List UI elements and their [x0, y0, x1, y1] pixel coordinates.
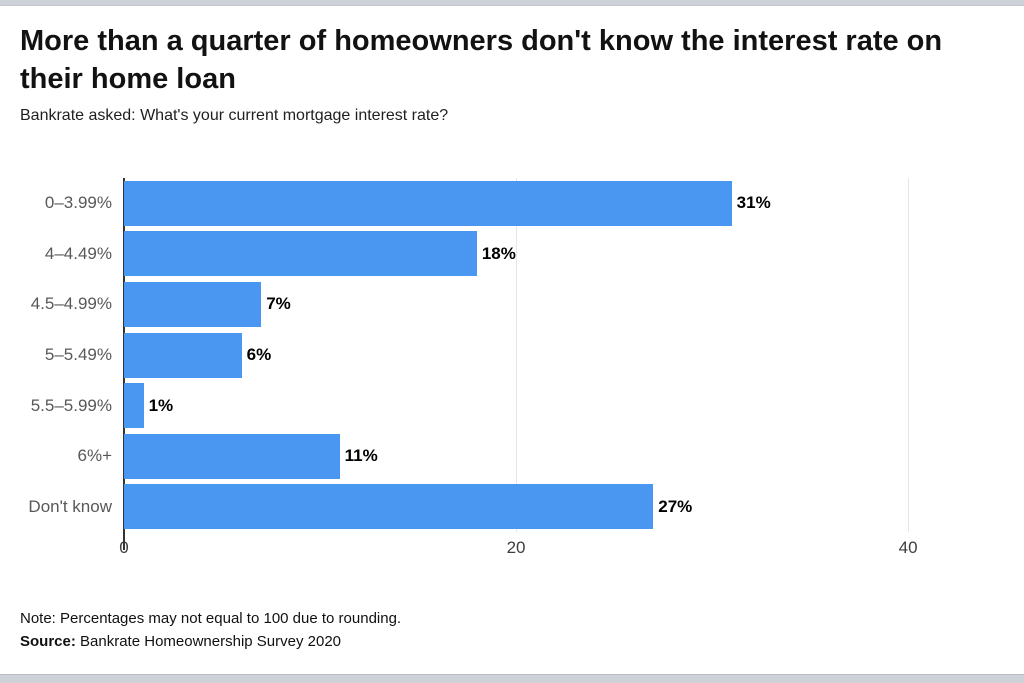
value-label: 27% [658, 496, 693, 516]
category-label: 6%+ [77, 446, 113, 466]
bar-row: 6%+ 11% [0, 431, 1024, 482]
bar-track: 1% [124, 380, 962, 431]
x-tick-label: 0 [119, 538, 129, 557]
gridline [516, 178, 518, 532]
gridlines [124, 178, 962, 532]
bar[interactable] [124, 281, 262, 327]
x-tick-label: 40 [898, 538, 918, 557]
category-label: 5.5–5.99% [30, 395, 112, 415]
category-label: 4.5–4.99% [30, 294, 112, 314]
bar-row: 5.5–5.99% 1% [0, 380, 1024, 431]
x-axis: 0 20 40 [119, 538, 962, 560]
value-label: 1% [148, 395, 174, 415]
source-label: Source: [20, 633, 76, 650]
bar-track: 27% [124, 481, 962, 532]
bar-row: 5–5.49% 6% [0, 330, 1024, 381]
bar-track: 7% [124, 279, 962, 330]
category-label: 0–3.99% [44, 193, 112, 213]
chart-source: Source: Bankrate Homeownership Survey 20… [20, 631, 341, 654]
bar-track: 11% [124, 431, 962, 482]
x-tick-label: 20 [506, 538, 526, 557]
top-border-band [0, 0, 1024, 6]
bar-track: 6% [124, 330, 962, 381]
bar-row: Don't know 27% [0, 481, 1024, 532]
bar-row: 4–4.49% 18% [0, 229, 1024, 280]
bar[interactable] [124, 180, 732, 226]
value-label: 18% [481, 243, 516, 263]
category-label: 4–4.49% [44, 243, 112, 263]
bottom-border-band [0, 674, 1024, 683]
category-label: 5–5.49% [44, 345, 112, 365]
bar-rows: 0–3.99% 31% 4–4.49% 18% 4.5–4.99% 7% 5–5.49% 6%… [0, 178, 1024, 532]
bar-row: 0–3.99% 31% [0, 178, 1024, 229]
bar-chart: 0–3.99% 31% 4–4.49% 18% 4.5–4.99% 7% 5–5.49% 6%… [0, 178, 1024, 560]
bar[interactable] [124, 231, 477, 277]
value-label: 6% [246, 345, 272, 365]
bar-track: 18% [124, 229, 962, 280]
category-label: Don't know [28, 496, 112, 516]
chart-subtitle: Bankrate asked: What's your current mort… [20, 107, 449, 124]
chart-note: Note: Percentages may not equal to 100 d… [20, 610, 402, 627]
bar[interactable] [124, 383, 144, 429]
source-text: Bankrate Homeownership Survey 2020 [75, 633, 342, 650]
bar-row: 4.5–4.99% 7% [0, 279, 1024, 330]
value-label: 7% [266, 294, 291, 314]
gridline [908, 178, 910, 532]
value-label: 11% [344, 446, 378, 466]
page-title: More than a quarter of homeowners don't … [20, 25, 943, 96]
bar[interactable] [124, 433, 340, 479]
bar[interactable] [124, 332, 242, 378]
bar[interactable] [124, 484, 654, 530]
value-label: 31% [736, 193, 771, 213]
bar-track: 31% [124, 178, 962, 229]
